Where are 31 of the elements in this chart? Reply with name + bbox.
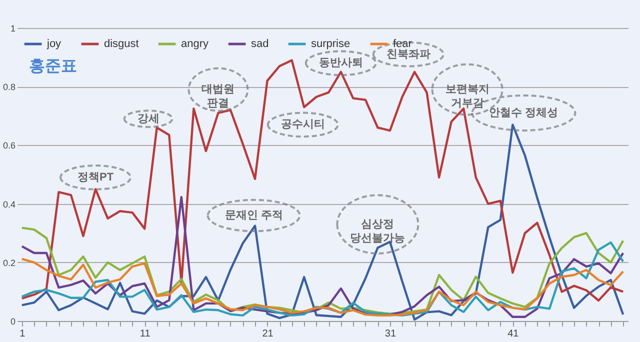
line-series <box>20 258 624 317</box>
y-tick-label: 0.2 <box>2 258 16 268</box>
text: 홍준표 <box>29 58 77 75</box>
annotation: 친북좌파 <box>386 48 430 60</box>
annotation: 강세 <box>137 112 160 125</box>
x-tick-label: 41 <box>508 328 520 340</box>
annotation: 정책PT <box>77 171 114 184</box>
annotation: 보편복지 거부감 <box>445 84 490 110</box>
x-tick-label: 1 <box>20 328 26 340</box>
line-series <box>20 196 624 318</box>
legend-label: sad <box>251 38 269 50</box>
x-tick-label: 11 <box>140 328 151 340</box>
legend-label: disgust <box>104 38 139 50</box>
x-tick-label: 21 <box>262 328 274 340</box>
legend-label: angry <box>181 38 210 50</box>
legend-label: surprise <box>311 38 350 50</box>
x-tick-label: 31 <box>384 328 396 340</box>
annotation: 심상정 당선불가능 <box>350 218 406 244</box>
legend-label: fear <box>393 38 412 50</box>
annotation: 안철수 정체성 <box>489 106 558 119</box>
y-tick-label: 1 <box>10 24 16 34</box>
annotation: 공수시티 <box>280 118 325 131</box>
annotation: 문재인 주적 <box>224 210 283 222</box>
y-tick-label: 0.6 <box>2 140 16 151</box>
annotation: 대법원 판결 <box>202 84 235 110</box>
y-tick-label: 0.4 <box>2 199 16 210</box>
line-series <box>20 59 624 302</box>
legend-label: joy <box>46 38 62 50</box>
y-tick-label: 0 <box>10 316 16 326</box>
annotation: 동반사퇴 <box>318 57 363 70</box>
y-tick-label: 0.8 <box>2 82 16 92</box>
